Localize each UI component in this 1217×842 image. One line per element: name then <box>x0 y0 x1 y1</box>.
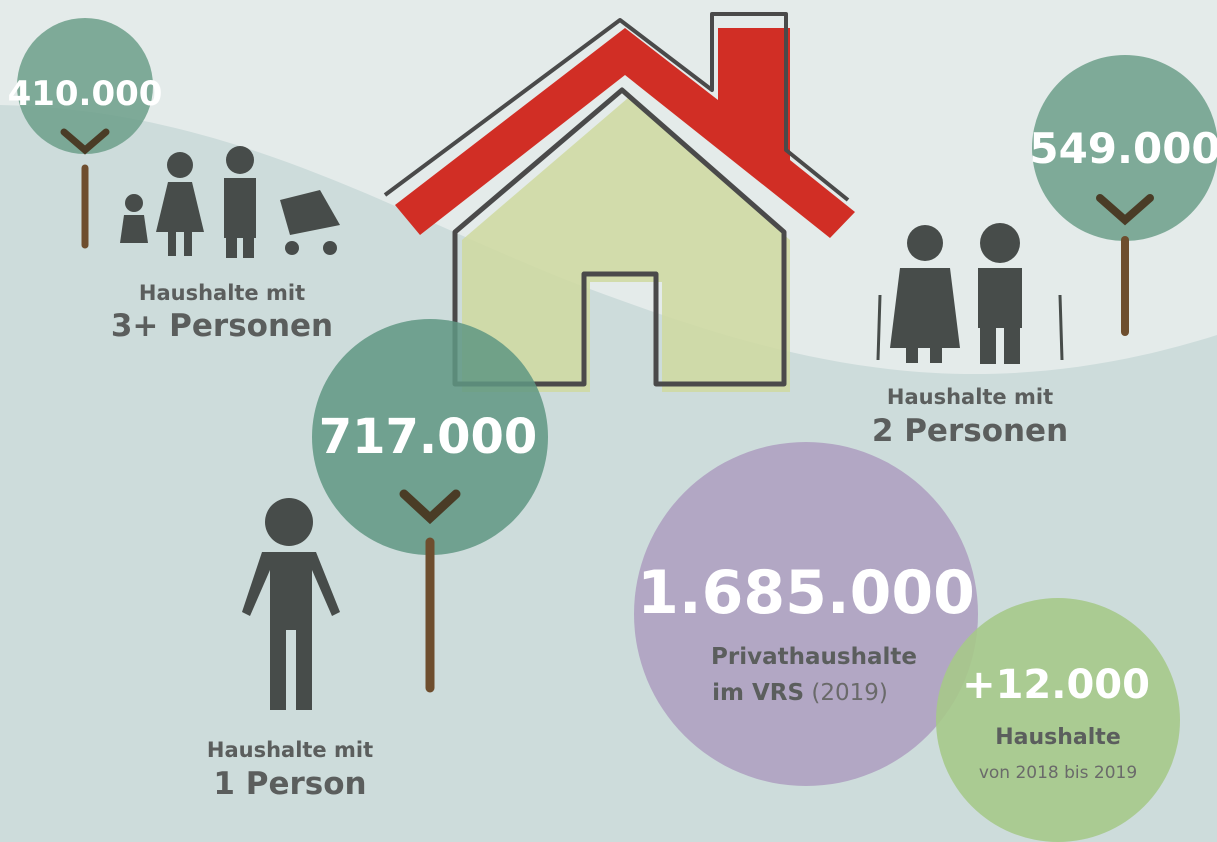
person-icon <box>242 498 340 710</box>
value: 549.000 <box>1029 124 1217 173</box>
label: Haushalte mit <box>887 385 1053 409</box>
total-circle <box>634 442 978 786</box>
total-label: im VRS <box>712 680 804 706</box>
change-circle <box>936 598 1180 842</box>
total-label: Privathaushalte <box>711 644 917 670</box>
tree <box>312 319 548 693</box>
change-period: von 2018 bis 2019 <box>979 763 1137 783</box>
total-label: im VRS (2019) <box>712 680 888 706</box>
tree <box>1032 55 1217 336</box>
total-value: 1.685.000 <box>637 558 975 628</box>
value: 717.000 <box>319 409 538 465</box>
elderly-icon <box>876 223 1064 364</box>
change-value: +12.000 <box>962 662 1150 708</box>
family-icon <box>120 146 340 258</box>
total-year: (2019) <box>811 680 887 706</box>
tree <box>17 18 153 249</box>
change-label: Haushalte <box>995 725 1121 750</box>
value: 410.000 <box>8 74 163 114</box>
label: Haushalte mit <box>139 281 305 305</box>
label: 2 Personen <box>872 413 1068 449</box>
label: Haushalte mit <box>207 738 373 762</box>
house <box>383 12 855 392</box>
label: 3+ Personen <box>111 308 333 344</box>
label: 1 Person <box>213 766 366 802</box>
